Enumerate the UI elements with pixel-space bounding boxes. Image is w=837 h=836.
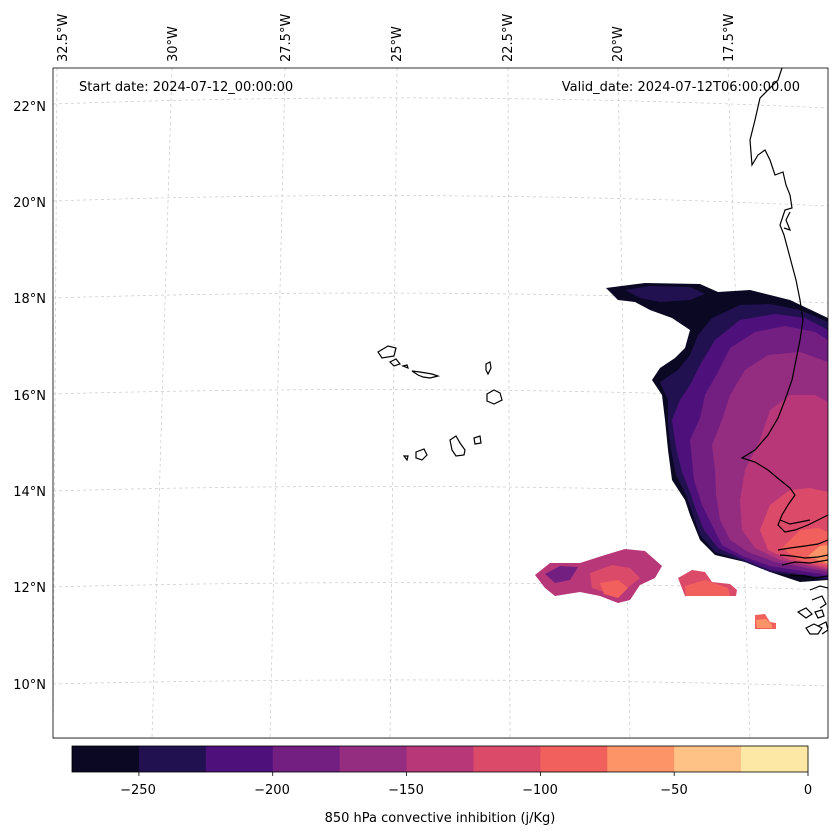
parallel-16n (53, 389, 828, 400)
island-sao-vicente (388, 358, 402, 367)
lon-label-17-5w: 17.5°W (722, 14, 737, 62)
cin-contours (606, 283, 828, 582)
parallel-22n (53, 97, 828, 109)
colorbar-tick-label: −50 (660, 783, 687, 798)
island-boa-vista (486, 389, 503, 405)
colorbar-tick-label: −200 (254, 783, 290, 798)
valid-date-label: Valid_date: 2024-07-12T06:00:00.00 (562, 80, 800, 95)
lat-label-20n: 20°N (13, 196, 46, 211)
map-content (53, 68, 828, 738)
lon-label-25w: 25°W (390, 26, 405, 62)
island-maio (473, 435, 482, 445)
lon-label-20w: 20°W (611, 26, 626, 62)
parallel-20n (53, 195, 828, 207)
latitude-labels: 22°N 20°N 18°N 16°N 14°N 12°N 10°N (13, 100, 46, 693)
meridian-20w (617, 68, 631, 738)
colorbar-tick-label: −100 (522, 783, 558, 798)
island-sao-nicolau (411, 370, 441, 379)
colorbar-tick-label: −250 (120, 783, 156, 798)
colorbar-segment (272, 746, 341, 772)
colorbar (71, 745, 809, 776)
start-date-label: Start date: 2024-07-12_00:00:00 (79, 80, 293, 95)
colorbar-segment (138, 746, 207, 772)
lat-label-18n: 18°N (13, 292, 46, 307)
colorbar-border (71, 745, 809, 773)
meridian-27-5w (269, 68, 286, 738)
meridian-30w (151, 68, 173, 738)
west-africa-coast (740, 68, 828, 533)
island-santa-luzia (401, 364, 409, 370)
lon-label-27-5w: 27.5°W (279, 14, 294, 62)
lat-label-22n: 22°N (13, 100, 46, 115)
lat-label-10n: 10°N (13, 678, 46, 693)
colorbar-segment (540, 746, 608, 772)
meridian-25w (389, 68, 398, 738)
lat-label-16n: 16°N (13, 389, 46, 404)
colorbar-segment (72, 746, 140, 772)
cape-verde-islands (377, 345, 503, 462)
cin-southern-patches (535, 549, 776, 629)
colorbar-segment (741, 746, 809, 772)
colorbar-segment (674, 746, 742, 772)
colorbar-segment (607, 746, 675, 772)
lon-label-32-5w: 32.5°W (56, 14, 71, 62)
colorbar-segment (406, 746, 474, 772)
lat-label-12n: 12°N (13, 581, 46, 596)
parallel-18n (53, 292, 828, 304)
island-sal (485, 361, 492, 376)
colorbar-segment (205, 746, 274, 772)
island-fogo (415, 448, 428, 461)
longitude-labels: 32.5°W 30°W 27.5°W 25°W 22.5°W 20°W 17.5… (56, 14, 737, 62)
gridlines (53, 68, 828, 738)
cin-band-75-50 (808, 545, 828, 564)
parallel-12n (53, 582, 828, 591)
colorbar-segment (473, 746, 541, 772)
island-brava (402, 455, 409, 462)
lat-label-14n: 14°N (13, 485, 46, 500)
parallel-14n (53, 485, 828, 496)
lon-label-30w: 30°W (166, 26, 181, 62)
colorbar-ticks: −250 −200 −150 −100 −50 0 (120, 783, 812, 798)
meridian-22-5w (507, 68, 511, 738)
coastlines (740, 68, 828, 635)
island-santiago (449, 435, 466, 457)
colorbar-title: 850 hPa convective inhibition (j/Kg) (325, 811, 556, 826)
colorbar-tick-label: −150 (388, 783, 424, 798)
parallel-10n (53, 679, 828, 687)
colorbar-tick-label: 0 (804, 783, 812, 798)
lon-label-22-5w: 22.5°W (501, 14, 516, 62)
colorbar-segment (339, 746, 408, 772)
meridian-32-5w (53, 68, 58, 738)
island-santo-antao (377, 345, 397, 359)
meridian-17-5w (727, 68, 751, 738)
